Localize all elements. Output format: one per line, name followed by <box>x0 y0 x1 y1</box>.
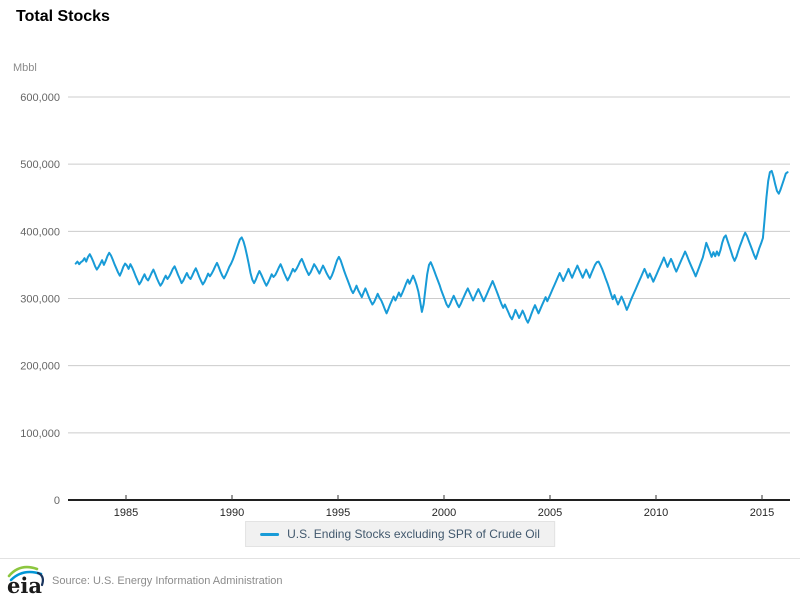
data-line-series <box>74 169 789 324</box>
source-text: Source: U.S. Energy Information Administ… <box>52 575 283 587</box>
y-axis-tick-label: 400,000 <box>20 226 60 238</box>
eia-logo-green-arc <box>7 565 39 578</box>
eia-logo-dark-arc <box>36 571 44 587</box>
x-axis-tick-label: 2005 <box>538 507 562 519</box>
legend-label: U.S. Ending Stocks excluding SPR of Crud… <box>287 527 540 541</box>
y-axis-tick-label: 500,000 <box>20 159 60 171</box>
x-axis-tick-label: 2000 <box>432 507 456 519</box>
eia-logo: eia <box>7 565 44 598</box>
y-axis-unit-label: Mbbl <box>13 62 37 74</box>
y-axis-tick-label: 100,000 <box>20 428 60 440</box>
x-axis-tick-label: 2010 <box>644 507 668 519</box>
legend-line-swatch <box>260 532 280 536</box>
y-axis-tick-label: 0 <box>54 495 60 507</box>
footer-divider <box>0 558 800 559</box>
y-axis-tick-label: 300,000 <box>20 294 60 306</box>
y-axis-tick-label: 600,000 <box>20 92 60 104</box>
x-axis-tick-label: 2015 <box>750 507 774 519</box>
page-title: Total Stocks <box>16 8 110 25</box>
x-axis-tick-label: 1990 <box>220 507 244 519</box>
x-axis-tick-label: 1995 <box>326 507 350 519</box>
x-axis-tick-label: 1985 <box>114 507 138 519</box>
y-axis-tick-label: 200,000 <box>20 361 60 373</box>
eia-logo-text: eia <box>7 573 42 598</box>
legend[interactable]: U.S. Ending Stocks excluding SPR of Crud… <box>245 521 555 547</box>
